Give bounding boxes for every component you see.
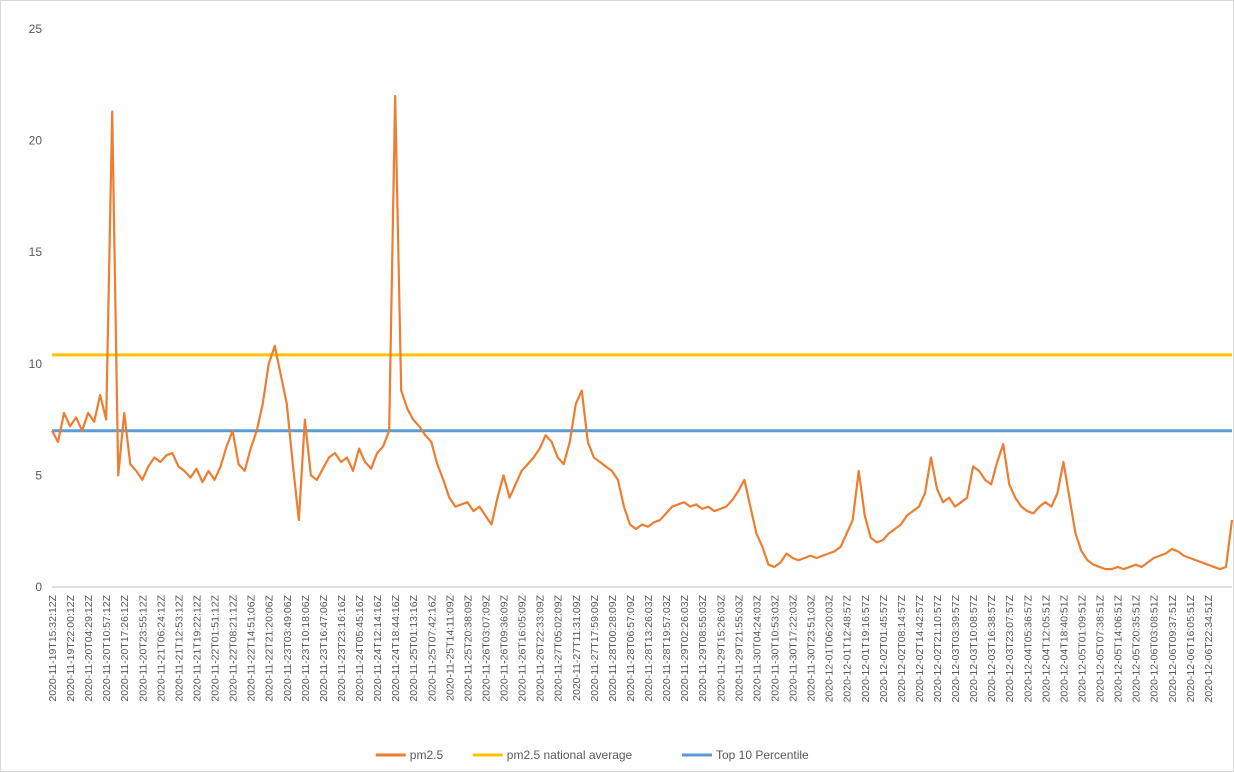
x-tick-label: 2020-12-04T18:40:51Z [1058, 594, 1070, 702]
x-tick-label: 2020-11-29T08:55:03Z [697, 594, 709, 701]
x-tick-label: 2020-11-26T09:36:09Z [499, 594, 511, 701]
x-tick-label: 2020-11-24T12:14:16Z [372, 594, 384, 701]
x-tick-label: 2020-11-27T17:59:09Z [589, 594, 601, 701]
x-tick-label: 2020-12-05T14:06:51Z [1113, 594, 1125, 702]
x-tick-label: 2020-11-22T01:51:12Z [210, 594, 222, 701]
y-tick-label: 5 [35, 468, 42, 482]
x-tick-label: 2020-11-25T14:11:09Z [444, 594, 456, 700]
x-tick-label: 2020-11-29T21:55:03Z [733, 594, 745, 701]
x-tick-label: 2020-11-25T07:42:16Z [426, 594, 438, 701]
x-tick-label: 2020-11-28T00:28:09Z [607, 594, 619, 701]
x-tick-label: 2020-11-28T13:26:03Z [643, 594, 655, 701]
x-tick-label: 2020-11-24T05:45:16Z [354, 594, 366, 701]
x-tick-label: 2020-12-01T06:20:03Z [824, 594, 836, 702]
x-tick-label: 2020-11-22T21:20:06Z [264, 594, 276, 701]
x-tick-label: 2020-11-25T01:13:16Z [408, 594, 420, 701]
x-tick-label: 2020-12-03T03:39:57Z [950, 594, 962, 702]
x-tick-label: 2020-12-06T22:34:51Z [1203, 594, 1215, 702]
x-tick-label: 2020-12-03T23:07:57Z [1004, 594, 1016, 702]
x-tick-label: 2020-11-21T06:24:12Z [155, 594, 167, 701]
y-tick-label: 25 [29, 22, 43, 36]
x-tick-label: 2020-12-05T20:35:51Z [1131, 594, 1143, 702]
x-tick-label: 2020-11-19T15:32:12Z [47, 594, 59, 701]
x-tick-label: 2020-12-02T14:42:57Z [914, 594, 926, 702]
x-tick-label: 2020-12-06T09:37:51Z [1167, 594, 1179, 702]
x-tick-label: 2020-11-22T08:21:12Z [228, 594, 240, 701]
x-tick-label: 2020-11-23T16:47:06Z [318, 594, 330, 701]
y-tick-label: 20 [29, 134, 43, 148]
y-tick-label: 0 [35, 580, 42, 594]
x-tick-label: 2020-12-01T19:16:57Z [860, 594, 872, 702]
x-tick-label: 2020-11-30T17:22:03Z [788, 594, 800, 701]
legend-label: pm2.5 [410, 748, 444, 762]
legend-label: Top 10 Percentile [716, 748, 809, 762]
x-tick-label: 2020-11-28T19:57:03Z [661, 594, 673, 701]
x-tick-label: 2020-11-20T23:55:12Z [137, 594, 149, 701]
x-tick-label: 2020-11-20T10:57:12Z [101, 594, 113, 701]
x-tick-label: 2020-11-28T06:57:09Z [625, 594, 637, 701]
x-tick-label: 2020-11-21T12:53:12Z [173, 594, 185, 701]
x-tick-label: 2020-11-30T10:53:03Z [769, 594, 781, 701]
y-tick-label: 10 [29, 357, 43, 371]
x-tick-label: 2020-12-04T12:05:51Z [1040, 594, 1052, 702]
x-tick-label: 2020-12-04T05:36:57Z [1022, 594, 1034, 702]
x-tick-label: 2020-12-03T10:08:57Z [968, 594, 980, 702]
x-tick-label: 2020-11-25T20:38:09Z [462, 594, 474, 701]
x-tick-label: 2020-11-29T02:26:03Z [679, 594, 691, 701]
x-tick-label: 2020-11-26T03:07:09Z [480, 594, 492, 701]
x-tick-label: 2020-11-26T22:33:09Z [535, 594, 547, 701]
x-tick-label: 2020-11-27T11:31:09Z [571, 594, 583, 700]
x-tick-label: 2020-11-30T23:51:03Z [806, 594, 818, 701]
data-line [51, 94, 1234, 571]
x-tick-label: 2020-12-03T16:38:57Z [986, 594, 998, 702]
x-tick-label: 2020-12-05T01:09:51Z [1076, 594, 1088, 702]
x-tick-label: 2020-12-01T12:48:57Z [842, 594, 854, 702]
x-tick-label: 2020-11-23T03:49:06Z [282, 594, 294, 701]
y-tick-label: 15 [29, 245, 43, 259]
x-tick-label: 2020-11-19T22:00:12Z [65, 594, 77, 701]
x-tick-label: 2020-11-21T19:22:12Z [191, 594, 203, 701]
x-tick-label: 2020-11-30T04:24:03Z [751, 594, 763, 701]
x-tick-label: 2020-12-06T03:08:51Z [1149, 594, 1161, 702]
x-tick-label: 2020-12-02T21:10:57Z [932, 594, 944, 702]
x-tick-label: 2020-11-23T10:18:06Z [300, 594, 312, 701]
x-tick-label: 2020-12-06T16:05:51Z [1185, 594, 1197, 702]
x-tick-label: 2020-11-20T17:26:12Z [119, 594, 131, 701]
x-tick-label: 2020-11-26T16:05:09Z [517, 594, 529, 701]
x-tick-label: 2020-11-20T04:29:12Z [83, 594, 95, 701]
x-tick-label: 2020-12-02T01:45:57Z [878, 594, 890, 702]
x-tick-label: 2020-11-27T05:02:09Z [553, 594, 565, 701]
x-tick-label: 2020-12-05T07:38:51Z [1095, 594, 1107, 702]
x-tick-label: 2020-11-23T23:16:16Z [336, 594, 348, 701]
x-tick-label: 2020-11-24T18:44:16Z [390, 594, 402, 701]
x-tick-label: 2020-11-22T14:51:06Z [246, 594, 258, 701]
legend-label: pm2.5 national average [507, 748, 633, 762]
x-tick-label: 2020-11-29T15:26:03Z [715, 594, 727, 701]
x-tick-label: 2020-12-02T08:14:57Z [896, 594, 908, 702]
